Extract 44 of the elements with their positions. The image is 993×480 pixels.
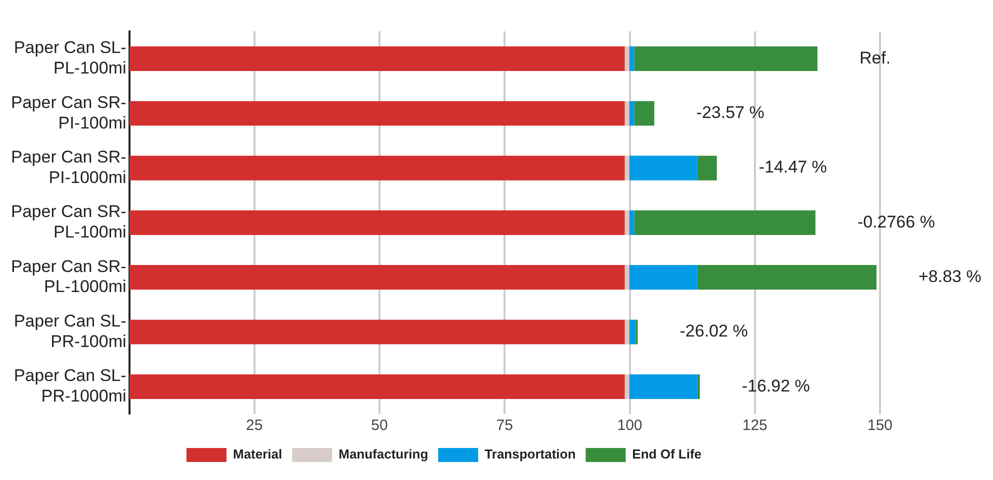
bar: [697, 265, 876, 290]
annotation: -23.57 %: [696, 103, 764, 122]
bar: [629, 210, 634, 235]
x-tick-label: 75: [496, 417, 513, 434]
y-tick-label: Paper Can SR-PL-100mi: [10, 202, 126, 242]
annotation: -14.47 %: [758, 158, 827, 177]
legend-label: Manufacturing: [338, 446, 428, 462]
bar: [629, 374, 698, 399]
bar: [129, 101, 625, 126]
bar: [129, 46, 625, 72]
bar: [697, 374, 700, 399]
x-tick-label: 100: [617, 417, 642, 434]
bar: [129, 265, 625, 290]
text: +8.83 %: [918, 267, 982, 286]
legend-label: Material: [232, 446, 282, 462]
annotation: -26.02 %: [680, 322, 748, 341]
annotation: -0.2766 %: [857, 212, 935, 232]
bar: [629, 265, 698, 290]
bar: [629, 320, 636, 344]
x-tick-label: 150: [867, 417, 893, 434]
bar: [129, 210, 625, 235]
y-tick-label: Paper Can SR-PL-1000mi: [10, 256, 126, 296]
y-tick-label: Paper Can SL-PL-100mi: [14, 38, 126, 78]
annotation: -16.92 %: [742, 376, 810, 396]
y-tick-label: Paper Can SL-PR-100mi: [14, 312, 126, 351]
y-tick-label: Paper Can SL-PR-1000mi: [14, 366, 126, 406]
y-tick-label: Paper Can SR-PI-100mi: [10, 92, 126, 132]
x-tick-label: 50: [371, 417, 388, 434]
bar: [634, 46, 818, 72]
legend-label: End Of Life: [632, 446, 702, 462]
bar: [129, 320, 625, 344]
x-tick-label: 125: [742, 417, 768, 434]
bar: [629, 156, 698, 180]
bar: [129, 374, 625, 399]
bar: [634, 101, 654, 126]
y-tick-label: Paper Can SR-PI-1000mi: [10, 148, 126, 187]
bar: [629, 46, 634, 72]
annotation: Ref.: [859, 48, 891, 68]
bar: [634, 210, 816, 235]
bar: [629, 101, 634, 126]
legend-label: Transportation: [484, 446, 576, 462]
bar: [129, 156, 625, 180]
x-tick-label: 25: [246, 417, 263, 434]
bar: [697, 156, 717, 180]
